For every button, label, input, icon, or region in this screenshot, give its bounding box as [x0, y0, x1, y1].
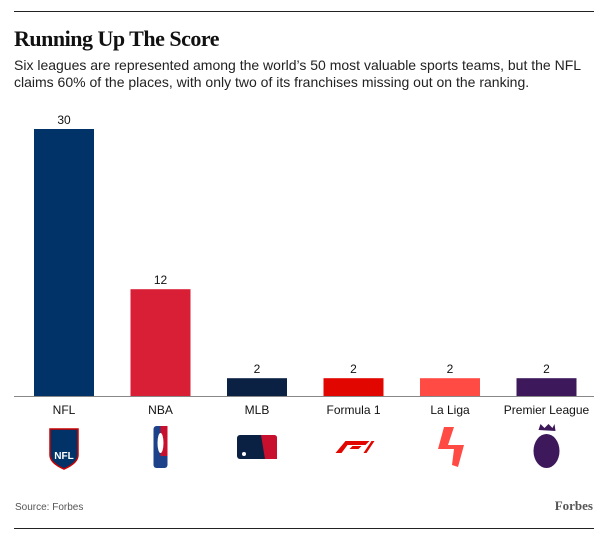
premier-league-logo-icon: [533, 424, 560, 468]
data-label: 2: [543, 362, 550, 376]
bottom-rule: [14, 528, 594, 529]
mlb-logo-icon: [237, 435, 277, 459]
mlb-red: [261, 435, 277, 459]
x-tick-label: Formula 1: [326, 403, 380, 417]
nfl-text: NFL: [54, 451, 73, 462]
bar-nfl: [34, 129, 94, 396]
x-tick-label: NFL: [53, 403, 76, 417]
laliga-logo-icon: [438, 427, 464, 467]
nba-logo-icon: [153, 426, 168, 468]
x-tick-label: Premier League: [504, 403, 590, 417]
chart-title: Running Up The Score: [14, 26, 219, 51]
nba-silhouette: [157, 433, 164, 453]
nfl-shield: [49, 428, 79, 470]
f1-mark: [335, 441, 375, 453]
source-note: Source: Forbes: [15, 502, 84, 513]
top-rule: [14, 11, 594, 12]
bar-la-liga: [420, 378, 480, 396]
data-label: 2: [447, 362, 454, 376]
x-tick-label: La Liga: [430, 403, 470, 417]
data-label: 2: [254, 362, 261, 376]
formula1-logo-icon: [335, 441, 375, 453]
bar-formula-1: [323, 378, 384, 396]
bar-chart: 30 NFL NFL 12 NBA 2 MLB 2 Formula 1 2 La Liga 2 Prem…: [14, 113, 594, 470]
bar-nba: [130, 289, 191, 396]
pl-lion: [533, 434, 560, 468]
nba-red: [160, 426, 168, 456]
x-tick-label: NBA: [148, 403, 173, 417]
laliga-mark: [438, 427, 464, 467]
bar-premier-league: [516, 378, 577, 396]
data-label: 30: [57, 113, 71, 127]
data-label: 2: [350, 362, 357, 376]
x-tick-label: MLB: [245, 403, 270, 417]
nfl-logo-icon: NFL: [49, 428, 79, 470]
pl-crown: [538, 424, 556, 431]
data-label: 12: [154, 273, 168, 287]
bar-mlb: [227, 378, 287, 396]
forbes-logo: Forbes: [554, 498, 593, 513]
chart-subtitle: Six leagues are represented among the wo…: [14, 57, 581, 90]
mlb-ball: [242, 452, 246, 456]
